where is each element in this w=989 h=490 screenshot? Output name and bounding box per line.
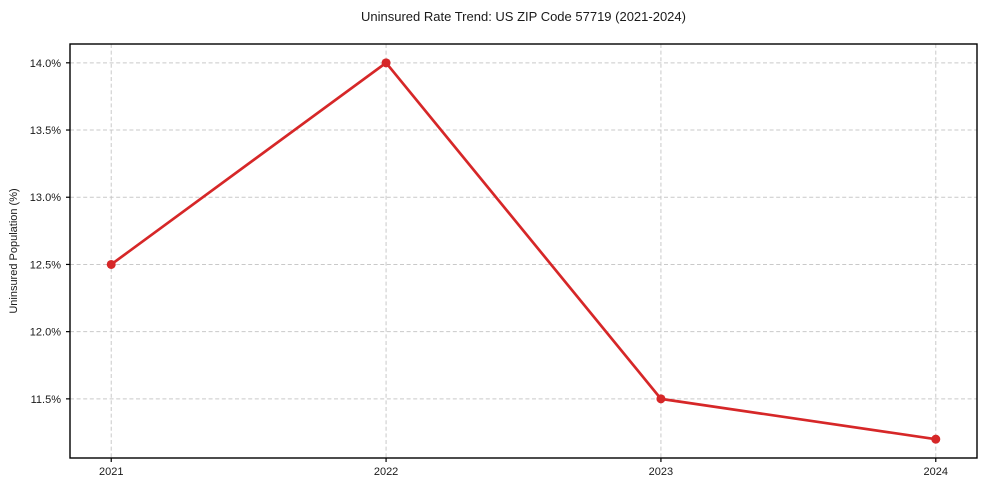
x-tick-label: 2023 [649,466,673,478]
data-point [931,434,941,444]
data-points [106,58,941,444]
y-tick-label: 13.0% [30,192,61,204]
y-tick-label: 12.5% [30,259,61,271]
y-tick-label: 13.5% [30,125,61,137]
chart-title: Uninsured Rate Trend: US ZIP Code 57719 … [361,9,686,24]
y-tick-label: 11.5% [31,394,62,406]
y-tick-label: 12.0% [30,327,61,339]
x-tick-label: 2024 [924,466,948,478]
x-tick-label: 2022 [374,466,398,478]
trend-line [109,61,938,441]
y-tick-label: 14.0% [30,58,61,70]
data-point [106,259,116,269]
data-point [381,58,391,68]
data-point [656,394,666,404]
x-tick-label: 2021 [99,466,123,478]
axes-frame [69,43,978,459]
axis-ticks: 2021 2022 2023 2024 11.5% 12.0% 12.5% 13.0% 13.5… [30,58,948,478]
grid [70,44,977,458]
